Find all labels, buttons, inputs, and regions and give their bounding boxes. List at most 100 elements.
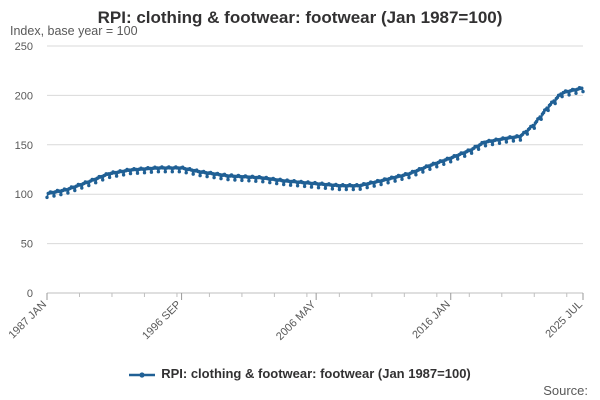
data-point (476, 147, 481, 151)
y-tick-label: 150 (15, 140, 33, 152)
data-point (463, 154, 467, 158)
data-point (560, 94, 564, 99)
data-point (581, 89, 585, 94)
data-point (435, 165, 439, 169)
data-point (295, 184, 300, 188)
data-point (497, 141, 502, 145)
data-point (532, 126, 536, 130)
data-point (518, 138, 523, 142)
axes: 0 50 100 150 200 250 1987 JAN 1996 SEP 2006 MAY 2… (6, 41, 585, 343)
y-axis-label: Index, base year = 100 (10, 24, 138, 38)
data-point (574, 91, 578, 96)
data-point (567, 93, 571, 97)
data-point (94, 181, 98, 185)
data-point (407, 175, 411, 180)
x-tick-label: 2025 JUL (543, 299, 585, 341)
data-point (414, 173, 418, 177)
data-point (580, 86, 584, 90)
data-point (469, 151, 474, 155)
data-point (524, 129, 528, 134)
data-point (170, 170, 174, 174)
data-point (386, 181, 390, 185)
data-point (240, 178, 244, 183)
data-point (101, 178, 105, 182)
data-point (483, 144, 488, 148)
y-tick-label: 50 (21, 239, 33, 251)
data-point (546, 108, 550, 113)
chart-title: RPI: clothing & footwear: footwear (Jan … (97, 8, 503, 27)
data-point (66, 191, 70, 195)
data-point (247, 179, 251, 183)
data-point (365, 185, 369, 190)
data-point (400, 177, 404, 181)
data-point (511, 139, 516, 143)
data-point (525, 132, 529, 136)
data-point (421, 170, 425, 174)
data-point (490, 142, 495, 147)
data-point (288, 183, 293, 187)
data-point (80, 186, 84, 190)
data-point (87, 183, 91, 188)
data-point (330, 187, 335, 191)
data-point (219, 176, 223, 181)
legend-label: RPI: clothing & footwear: footwear (Jan … (161, 366, 471, 381)
data-point (149, 170, 154, 174)
data-point (239, 174, 243, 179)
data-point (121, 173, 126, 177)
data-point (254, 179, 258, 183)
data-point (372, 184, 376, 188)
gridlines (47, 45, 583, 245)
data-point (442, 162, 446, 166)
data-point (268, 180, 272, 185)
data-point (358, 187, 362, 191)
data-point (552, 99, 556, 103)
data-point (449, 160, 453, 164)
data-point (323, 186, 328, 190)
data-point (156, 170, 161, 174)
data-point (302, 184, 307, 189)
data-point (539, 117, 543, 122)
y-tick-label: 200 (15, 90, 33, 102)
x-tick-label: 1996 SEP (140, 299, 184, 343)
data-point (226, 177, 230, 182)
data-point (142, 171, 147, 175)
legend[interactable]: RPI: clothing & footwear: footwear (Jan … (0, 366, 600, 381)
data-point (169, 166, 173, 170)
x-tick-label: 1987 JAN (6, 299, 49, 342)
data-point (233, 178, 237, 182)
data-point (531, 123, 535, 128)
data-point (275, 181, 279, 186)
data-point (379, 182, 383, 187)
legend-line-swatch (129, 371, 156, 378)
data-point (553, 101, 557, 106)
data-point (177, 170, 181, 174)
source-label: Source: (543, 383, 588, 398)
data-point (344, 187, 348, 192)
data-point (59, 192, 63, 197)
x-tick-label: 2006 MAY (274, 298, 319, 343)
data-point (198, 173, 202, 178)
y-tick-label: 0 (27, 288, 33, 300)
data-point (163, 170, 167, 174)
data-point (45, 195, 49, 200)
data-point (114, 174, 119, 178)
data-point (309, 185, 314, 189)
data-point (316, 186, 321, 190)
data-point (191, 172, 195, 176)
data-point (184, 171, 188, 175)
data-point (351, 187, 355, 192)
data-point (205, 174, 209, 179)
data-point (504, 140, 509, 144)
data-point (212, 175, 216, 180)
data-point (428, 167, 432, 171)
y-tick-label: 100 (15, 189, 33, 201)
y-tick-label: 250 (15, 41, 33, 53)
data-point (128, 171, 133, 176)
data-point (282, 182, 286, 187)
data-point (456, 157, 460, 161)
x-tick-label: 2016 JAN (410, 299, 453, 342)
data-point (107, 175, 112, 180)
data-point (337, 187, 342, 192)
data-point (261, 180, 265, 184)
